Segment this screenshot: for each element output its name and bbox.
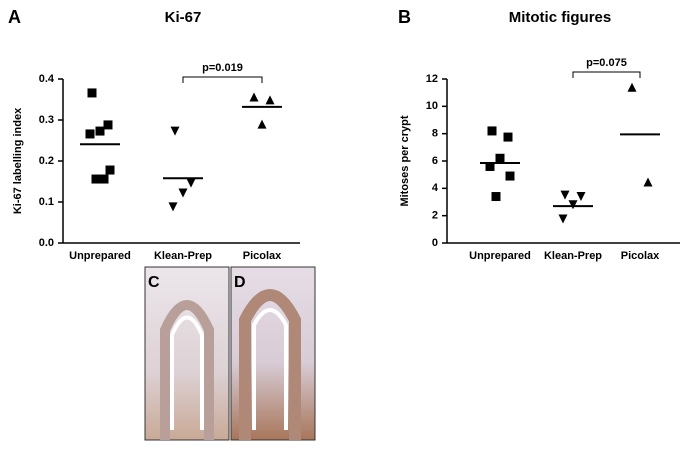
y-tick-label: 0.3 xyxy=(39,114,54,126)
point xyxy=(505,171,515,181)
point xyxy=(87,88,97,98)
annotation: p=0.019 xyxy=(202,62,243,74)
panel-label: B xyxy=(398,7,411,27)
lumen xyxy=(252,308,288,430)
point xyxy=(186,178,196,188)
point xyxy=(257,119,267,129)
x-tick-label: Picolax xyxy=(621,250,660,262)
panel-label: A xyxy=(8,7,21,27)
x-tick-label: Klean-Prep xyxy=(154,250,212,262)
y-tick-label: 2 xyxy=(432,210,438,222)
significance-bracket xyxy=(572,71,641,78)
micrograph-d: D xyxy=(230,266,316,441)
y-tick-label: 12 xyxy=(426,73,438,85)
point xyxy=(576,192,586,202)
x-tick-label: Unprepared xyxy=(469,250,531,262)
point xyxy=(643,177,653,187)
point xyxy=(91,174,101,184)
point xyxy=(105,165,115,175)
y-axis-label: Ki-67 labelling index xyxy=(12,107,24,214)
y-tick-label: 6 xyxy=(432,155,438,167)
x-tick-label: Klean-Prep xyxy=(544,250,602,262)
y-axis-label: Mitoses per crypt xyxy=(399,115,411,206)
point xyxy=(627,82,637,92)
y-tick-label: 0.2 xyxy=(39,155,54,167)
lumen xyxy=(170,315,204,430)
point xyxy=(265,95,275,105)
point xyxy=(95,126,105,136)
micrograph-c: C xyxy=(144,266,230,441)
annotation: p=0.075 xyxy=(586,57,627,69)
x-tick-label: Unprepared xyxy=(69,250,131,262)
point xyxy=(560,190,570,200)
significance-bracket xyxy=(182,76,263,83)
chart-title: Ki-67 xyxy=(165,9,202,26)
crypt xyxy=(239,289,301,440)
image xyxy=(144,266,230,441)
y-tick-label: 10 xyxy=(426,100,438,112)
point xyxy=(170,126,180,136)
point xyxy=(85,129,95,139)
point xyxy=(168,202,178,212)
y-tick-label: 8 xyxy=(432,128,438,140)
point xyxy=(487,126,497,136)
point xyxy=(491,192,501,202)
point xyxy=(103,120,113,130)
point xyxy=(568,200,578,210)
point xyxy=(495,153,505,163)
y-tick-label: 0.1 xyxy=(39,196,54,208)
y-tick-label: 0.0 xyxy=(39,237,54,249)
point xyxy=(99,174,109,184)
crypt xyxy=(160,300,214,440)
x-tick-label: Picolax xyxy=(243,250,282,262)
y-tick-label: 4 xyxy=(432,182,439,194)
y-tick-label: 0.4 xyxy=(39,73,55,85)
chart-title: Mitotic figures xyxy=(509,9,612,26)
panel-label: D xyxy=(234,274,246,291)
panel-label: C xyxy=(148,274,160,291)
point xyxy=(503,132,513,142)
y-tick-label: 0 xyxy=(432,237,438,249)
point xyxy=(558,214,568,224)
point xyxy=(178,188,188,198)
point xyxy=(249,92,259,102)
point xyxy=(485,161,495,171)
